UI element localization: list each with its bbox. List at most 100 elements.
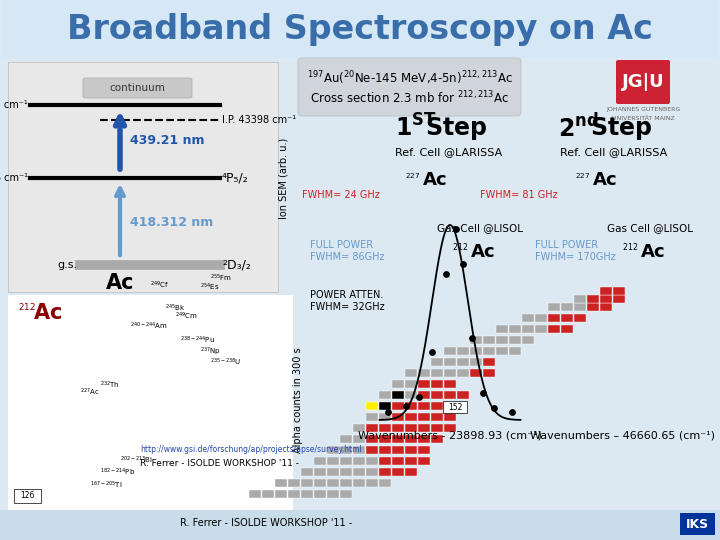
Bar [327,446,339,454]
FancyBboxPatch shape [298,58,521,116]
Text: $^{182-214}$Pb: $^{182-214}$Pb [100,467,135,478]
Bar [405,369,417,377]
Bar [379,391,391,399]
Bar [379,402,391,410]
Bar [522,325,534,333]
Bar [392,391,404,399]
Bar [353,435,365,443]
Bar [340,479,352,487]
Text: Alpha counts in 300 s: Alpha counts in 300 s [293,347,303,453]
Bar [262,490,274,498]
Text: $^{237}$Np: $^{237}$Np [200,346,221,358]
Bar [314,490,326,498]
Bar [457,391,469,399]
Bar [680,513,715,535]
Text: http://www.gsi.de/forschung/ap/projects/apse/survey.html: http://www.gsi.de/forschung/ap/projects/… [140,446,361,455]
Text: R. Ferrer - ISOLDE WORKSHOP '11 -: R. Ferrer - ISOLDE WORKSHOP '11 - [140,458,299,468]
Bar [483,336,495,344]
Text: 152: 152 [448,402,462,411]
Text: IKS: IKS [685,517,708,530]
Bar [340,435,352,443]
Text: $^{249}$Cf: $^{249}$Cf [150,279,169,291]
Text: $^{167-205}$Tl: $^{167-205}$Tl [90,480,122,491]
Bar [574,314,586,322]
Bar [314,468,326,476]
Bar [405,391,417,399]
Bar [301,490,313,498]
Text: $\mathbf{Step}$: $\mathbf{Step}$ [425,114,487,141]
Text: ²D₃/₂: ²D₃/₂ [222,259,251,272]
Bar [470,347,482,355]
Bar [431,358,443,366]
Bar [288,479,300,487]
Bar [470,369,482,377]
Text: POWER ATTEN.: POWER ATTEN. [310,290,383,300]
Text: JG|U: JG|U [621,73,665,91]
Bar [613,287,625,295]
Bar [509,336,521,344]
Bar [431,413,443,421]
Text: Ref. Cell @LARISSA: Ref. Cell @LARISSA [560,147,667,157]
Point [413,392,425,401]
Bar [548,314,560,322]
Bar [600,287,612,295]
Bar [392,413,404,421]
Bar [509,325,521,333]
Bar [366,402,378,410]
Text: R. Ferrer - ISOLDE WORKSHOP '11 -: R. Ferrer - ISOLDE WORKSHOP '11 - [180,518,352,528]
Bar [0,510,720,540]
Text: $\mathbf{Step}$: $\mathbf{Step}$ [590,114,652,141]
Bar [288,490,300,498]
Text: $\mathbf{1}^{\mathbf{ST}}$: $\mathbf{1}^{\mathbf{ST}}$ [395,114,437,141]
Bar [314,457,326,465]
Bar [275,490,287,498]
Bar [366,435,378,443]
Bar [522,336,534,344]
Point [400,402,412,411]
Bar [392,402,404,410]
Text: Wavenumbers - 23898.93 (cm⁻¹): Wavenumbers - 23898.93 (cm⁻¹) [358,430,542,440]
Bar [327,457,339,465]
Text: 46660.6 cm⁻¹: 46660.6 cm⁻¹ [0,100,28,110]
Bar [314,479,326,487]
Text: FULL POWER: FULL POWER [535,240,598,250]
Text: $^{254}$Es: $^{254}$Es [200,281,220,293]
Bar [353,457,365,465]
Point [506,408,518,416]
Bar [522,314,534,322]
Text: $^{227}$: $^{227}$ [575,173,590,183]
Bar [431,391,443,399]
Bar [392,468,404,476]
Bar [405,424,417,432]
Bar [8,295,293,510]
Bar [548,303,560,311]
Bar [327,479,339,487]
Bar [379,435,391,443]
Text: FWHM= 86GHz: FWHM= 86GHz [310,252,384,262]
Bar [444,402,456,410]
Text: $^{245}$Bk: $^{245}$Bk [165,302,186,314]
Text: Broadband Spectroscopy on Ac: Broadband Spectroscopy on Ac [67,14,653,46]
Bar [496,347,508,355]
FancyBboxPatch shape [8,62,278,292]
Bar [418,446,430,454]
Text: Cross section 2.3 mb for $^{212,213}$Ac: Cross section 2.3 mb for $^{212,213}$Ac [310,90,510,106]
Text: 23898.86 cm⁻¹: 23898.86 cm⁻¹ [0,173,28,183]
Bar [561,314,573,322]
Text: Ac: Ac [106,273,134,293]
Bar [444,391,456,399]
Bar [431,435,443,443]
Text: Gas Cell @LISOL: Gas Cell @LISOL [437,223,523,233]
Bar [444,369,456,377]
Bar [548,325,560,333]
Bar [405,468,417,476]
Bar [327,468,339,476]
FancyBboxPatch shape [83,78,192,98]
FancyBboxPatch shape [14,489,41,503]
Bar [561,303,573,311]
Text: $^{212}$: $^{212}$ [452,243,468,253]
Text: $^{240-244}$Am: $^{240-244}$Am [130,320,168,332]
Text: I.P. 43398 cm⁻¹: I.P. 43398 cm⁻¹ [222,115,296,125]
Bar [457,369,469,377]
Text: $^{227}$: $^{227}$ [405,173,420,183]
